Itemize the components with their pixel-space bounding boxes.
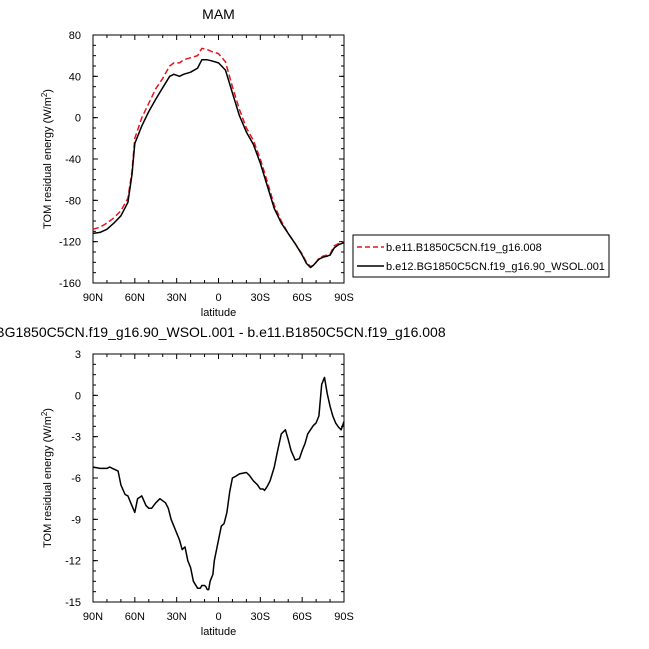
y-axis-label: TOM residual energy (W/m2) [40,408,55,548]
x-tick-label: 60S [292,292,312,304]
x-tick-label: 30N [167,611,187,623]
x-tick-label: 30N [167,292,187,304]
y-tick-label: 3 [75,349,81,361]
y-tick-label: 40 [69,71,81,83]
x-tick-label: 0 [215,611,221,623]
x-tick-label: 60N [125,611,145,623]
top-chart-legend: b.e11.B1850C5CN.f19_g16.008 b.e12.BG1850C… [352,234,610,278]
y-tick-label: 80 [69,30,81,42]
x-tick-label: 90N [83,292,103,304]
y-tick-label: -80 [65,195,81,207]
plot-frame [92,34,345,284]
legend-label-1: b.e12.BG1850C5CN.f19_g16.90_WSOL.001 [386,261,605,273]
y-tick-label: -160 [59,278,81,290]
legend-label-0: b.e11.B1850C5CN.f19_g16.008 [386,242,542,254]
chart-title: MAM [202,6,235,22]
x-tick-label: 0 [215,292,221,304]
y-tick-label: -40 [65,154,81,166]
y-tick-label: 0 [75,390,81,402]
x-tick-label: 90S [334,611,354,623]
series-line-0 [92,47,345,268]
y-axis-label: TOM residual energy (W/m2) [40,89,55,229]
x-tick-label: 90S [334,292,354,304]
series-line-1 [92,59,345,269]
difference-chart-panel: .BG1850C5CN.f19_g16.90_WSOL.001 - b.e11.… [0,324,446,638]
plot-frame [92,353,345,603]
x-axis-label: latitude [201,626,236,638]
x-axis-label: latitude [201,307,236,319]
legend-box [352,234,610,278]
y-tick-label: -15 [65,597,81,609]
top-chart-panel: MAM 90N 60N 30N 0 30S 60S 90S 80 40 0 -40 -80 -120 -16… [40,6,354,319]
y-tick-label: -12 [65,556,81,568]
y-tick-label: -9 [71,514,81,526]
chart-title: .BG1850C5CN.f19_g16.90_WSOL.001 - b.e11.… [0,324,446,340]
y-tick-label: -3 [71,432,81,444]
x-tick-label: 60N [125,292,145,304]
x-tick-label: 90N [83,611,103,623]
series-line-0 [92,376,345,591]
x-tick-label: 30S [251,611,271,623]
y-tick-label: 0 [75,113,81,125]
y-tick-label: -6 [71,473,81,485]
x-tick-label: 30S [251,292,271,304]
x-tick-label: 60S [292,611,312,623]
y-tick-label: -120 [59,237,81,249]
